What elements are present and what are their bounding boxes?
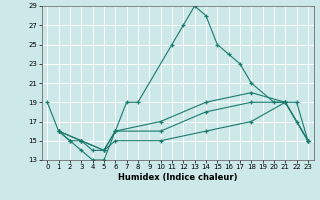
X-axis label: Humidex (Indice chaleur): Humidex (Indice chaleur) <box>118 173 237 182</box>
